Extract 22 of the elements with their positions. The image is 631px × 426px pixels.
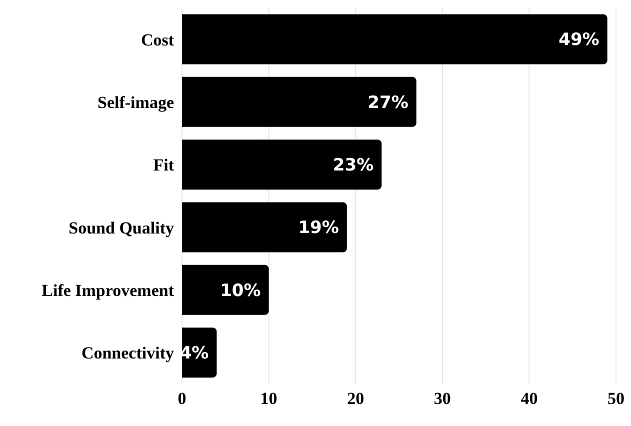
data-label: 19% — [298, 218, 339, 238]
data-label: 23% — [332, 156, 374, 176]
x-tick-label: 50 — [608, 389, 624, 408]
bar — [182, 264, 269, 315]
x-tick-label: 10 — [260, 389, 278, 408]
data-label: 49% — [558, 30, 600, 50]
bar — [182, 202, 347, 252]
y-tick-label: Life Improvement — [42, 281, 174, 300]
data-label: 10% — [220, 280, 261, 301]
bar — [182, 76, 416, 127]
bar — [182, 14, 608, 64]
x-tick-label: 40 — [520, 389, 538, 408]
y-tick-label: Fit — [153, 156, 174, 175]
x-tick-label: 20 — [347, 389, 364, 408]
x-tick-label: 0 — [178, 389, 186, 408]
y-tick-label: Sound Quality — [68, 218, 174, 238]
bar — [182, 140, 382, 190]
data-label: 27% — [368, 92, 408, 113]
y-tick-label: Cost — [140, 30, 174, 50]
y-tick-label: Connectivity — [81, 344, 174, 363]
x-tick-label: 30 — [434, 389, 451, 408]
y-tick-label: Self-image — [98, 93, 174, 112]
